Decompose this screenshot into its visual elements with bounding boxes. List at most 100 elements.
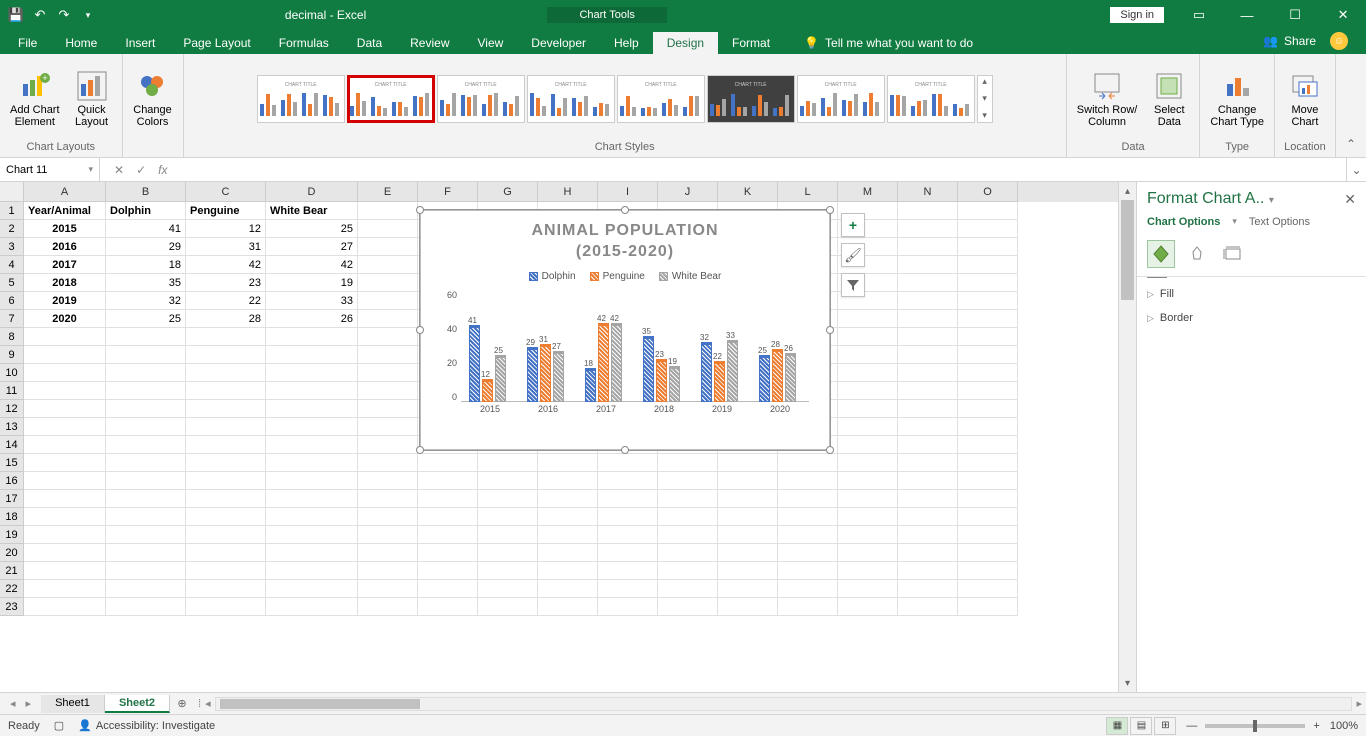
quick-layout-button[interactable]: Quick Layout — [68, 68, 116, 130]
cell[interactable] — [778, 454, 838, 472]
zoom-level[interactable]: 100% — [1330, 720, 1358, 732]
chart-bar[interactable] — [714, 361, 725, 402]
cell[interactable] — [838, 436, 898, 454]
cell[interactable] — [418, 490, 478, 508]
tab-design[interactable]: Design — [653, 32, 718, 54]
cell[interactable] — [778, 490, 838, 508]
qat-customize-icon[interactable]: ▾ — [80, 7, 96, 23]
cell[interactable] — [598, 580, 658, 598]
cell[interactable] — [958, 256, 1018, 274]
cell[interactable] — [418, 526, 478, 544]
cell[interactable] — [718, 580, 778, 598]
cell[interactable] — [266, 364, 358, 382]
cell[interactable] — [106, 418, 186, 436]
cell[interactable] — [358, 364, 418, 382]
cell[interactable] — [538, 598, 598, 616]
cell[interactable] — [838, 346, 898, 364]
cell[interactable] — [838, 400, 898, 418]
zoom-slider[interactable] — [1205, 724, 1305, 728]
cell[interactable] — [898, 562, 958, 580]
cell[interactable] — [358, 346, 418, 364]
cell[interactable] — [898, 400, 958, 418]
cell[interactable] — [266, 472, 358, 490]
cell[interactable] — [266, 526, 358, 544]
row-header[interactable]: 5 — [0, 274, 24, 292]
column-header[interactable]: J — [658, 182, 718, 202]
cell[interactable] — [266, 328, 358, 346]
row-header[interactable]: 7 — [0, 310, 24, 328]
cell[interactable] — [106, 328, 186, 346]
tab-home[interactable]: Home — [51, 32, 111, 54]
cell[interactable]: 33 — [266, 292, 358, 310]
cell[interactable] — [266, 382, 358, 400]
scrollbar-thumb[interactable] — [1121, 200, 1134, 300]
tab-help[interactable]: Help — [600, 32, 653, 54]
close-icon[interactable]: ✕ — [1320, 0, 1366, 30]
cell[interactable] — [186, 580, 266, 598]
cell[interactable] — [778, 526, 838, 544]
legend-item[interactable]: Dolphin — [529, 271, 576, 282]
cell[interactable] — [266, 436, 358, 454]
cell[interactable] — [658, 508, 718, 526]
chart-title[interactable]: ANIMAL POPULATION (2015-2020) — [421, 211, 829, 263]
cell[interactable]: 2017 — [24, 256, 106, 274]
column-header[interactable]: N — [898, 182, 958, 202]
cell[interactable] — [838, 526, 898, 544]
cell[interactable] — [538, 580, 598, 598]
cell[interactable] — [106, 598, 186, 616]
legend-item[interactable]: Penguine — [590, 271, 645, 282]
cell[interactable] — [24, 562, 106, 580]
cell[interactable] — [898, 418, 958, 436]
cell[interactable] — [958, 562, 1018, 580]
sheet-nav-next-icon[interactable]: ▸ — [26, 697, 32, 710]
chart-options-tab[interactable]: Chart Options — [1147, 216, 1220, 228]
cell[interactable] — [186, 526, 266, 544]
cell[interactable]: 26 — [266, 310, 358, 328]
row-header[interactable]: 23 — [0, 598, 24, 616]
cell[interactable] — [898, 526, 958, 544]
expand-formula-bar-icon[interactable]: ⌄ — [1346, 158, 1366, 181]
chart-bar[interactable] — [772, 349, 783, 401]
chart-style-3[interactable]: CHART TITLE — [437, 75, 525, 123]
chart-resize-handle[interactable] — [826, 206, 834, 214]
zoom-in-button[interactable]: + — [1313, 720, 1319, 732]
effects-icon[interactable] — [1183, 240, 1211, 268]
cell[interactable] — [838, 580, 898, 598]
hscroll-left-icon[interactable]: ◂ — [205, 697, 211, 710]
cell[interactable]: 12 — [186, 220, 266, 238]
column-header[interactable]: C — [186, 182, 266, 202]
cell[interactable] — [598, 526, 658, 544]
cell[interactable] — [418, 508, 478, 526]
column-header[interactable]: K — [718, 182, 778, 202]
border-group[interactable]: Border — [1137, 306, 1366, 330]
cell[interactable] — [838, 508, 898, 526]
cell[interactable] — [958, 400, 1018, 418]
page-break-view-button[interactable]: ⊞ — [1154, 717, 1176, 735]
cell[interactable] — [186, 382, 266, 400]
cell[interactable] — [958, 220, 1018, 238]
cell[interactable] — [958, 418, 1018, 436]
cell[interactable]: White Bear — [266, 202, 358, 220]
embedded-chart[interactable]: ANIMAL POPULATION (2015-2020) Dolphin Pen… — [420, 210, 830, 450]
cell[interactable] — [958, 580, 1018, 598]
cell[interactable] — [718, 526, 778, 544]
tab-page-layout[interactable]: Page Layout — [169, 32, 264, 54]
cell[interactable] — [24, 436, 106, 454]
formula-input[interactable] — [181, 158, 1346, 181]
row-header[interactable]: 17 — [0, 490, 24, 508]
cell[interactable] — [478, 526, 538, 544]
share-button[interactable]: Share — [1284, 34, 1316, 48]
cell[interactable] — [24, 598, 106, 616]
cell[interactable] — [898, 490, 958, 508]
cell[interactable] — [358, 454, 418, 472]
cell[interactable] — [478, 490, 538, 508]
cell[interactable]: 19 — [266, 274, 358, 292]
scrollbar-thumb[interactable] — [220, 699, 420, 709]
cell[interactable] — [418, 598, 478, 616]
chart-resize-handle[interactable] — [826, 326, 834, 334]
cell[interactable] — [958, 382, 1018, 400]
row-header[interactable]: 13 — [0, 418, 24, 436]
cell[interactable] — [358, 526, 418, 544]
cell[interactable] — [598, 508, 658, 526]
cell[interactable] — [658, 490, 718, 508]
